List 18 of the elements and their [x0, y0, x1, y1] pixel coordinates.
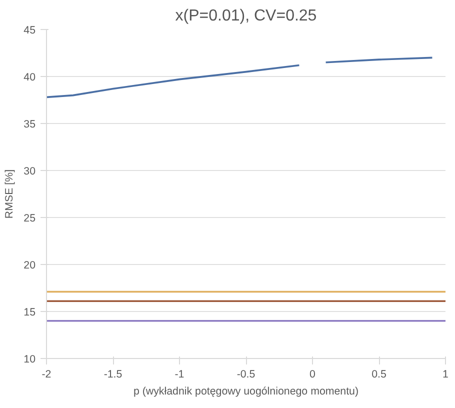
chart-title: x(P=0.01), CV=0.25 [175, 8, 317, 24]
x-tick-label: -1.5 [104, 368, 122, 380]
y-tick-label: 20 [24, 260, 36, 272]
y-tick-label: 35 [24, 118, 36, 130]
x-tick-label: 0 [310, 368, 316, 380]
y-tick-label: 45 [24, 24, 36, 36]
y-tick-label: 40 [24, 72, 36, 84]
y-tick-label: 15 [24, 306, 36, 318]
x-tick-label: -1 [174, 368, 184, 380]
y-tick-label: 30 [24, 166, 36, 178]
x-tick-label: 1 [442, 368, 449, 380]
x-tick-label: -0.5 [236, 368, 256, 380]
x-tick-label: -2 [42, 368, 52, 380]
x-axis-title: p (wykładnik potęgowy uogólnionego momentu) [133, 386, 359, 398]
y-axis-title: RMSE [%] [4, 169, 16, 219]
y-tick-label: 25 [24, 212, 36, 224]
x-tick-label: 0.5 [372, 368, 386, 380]
y-tick-label: 10 [24, 354, 36, 366]
